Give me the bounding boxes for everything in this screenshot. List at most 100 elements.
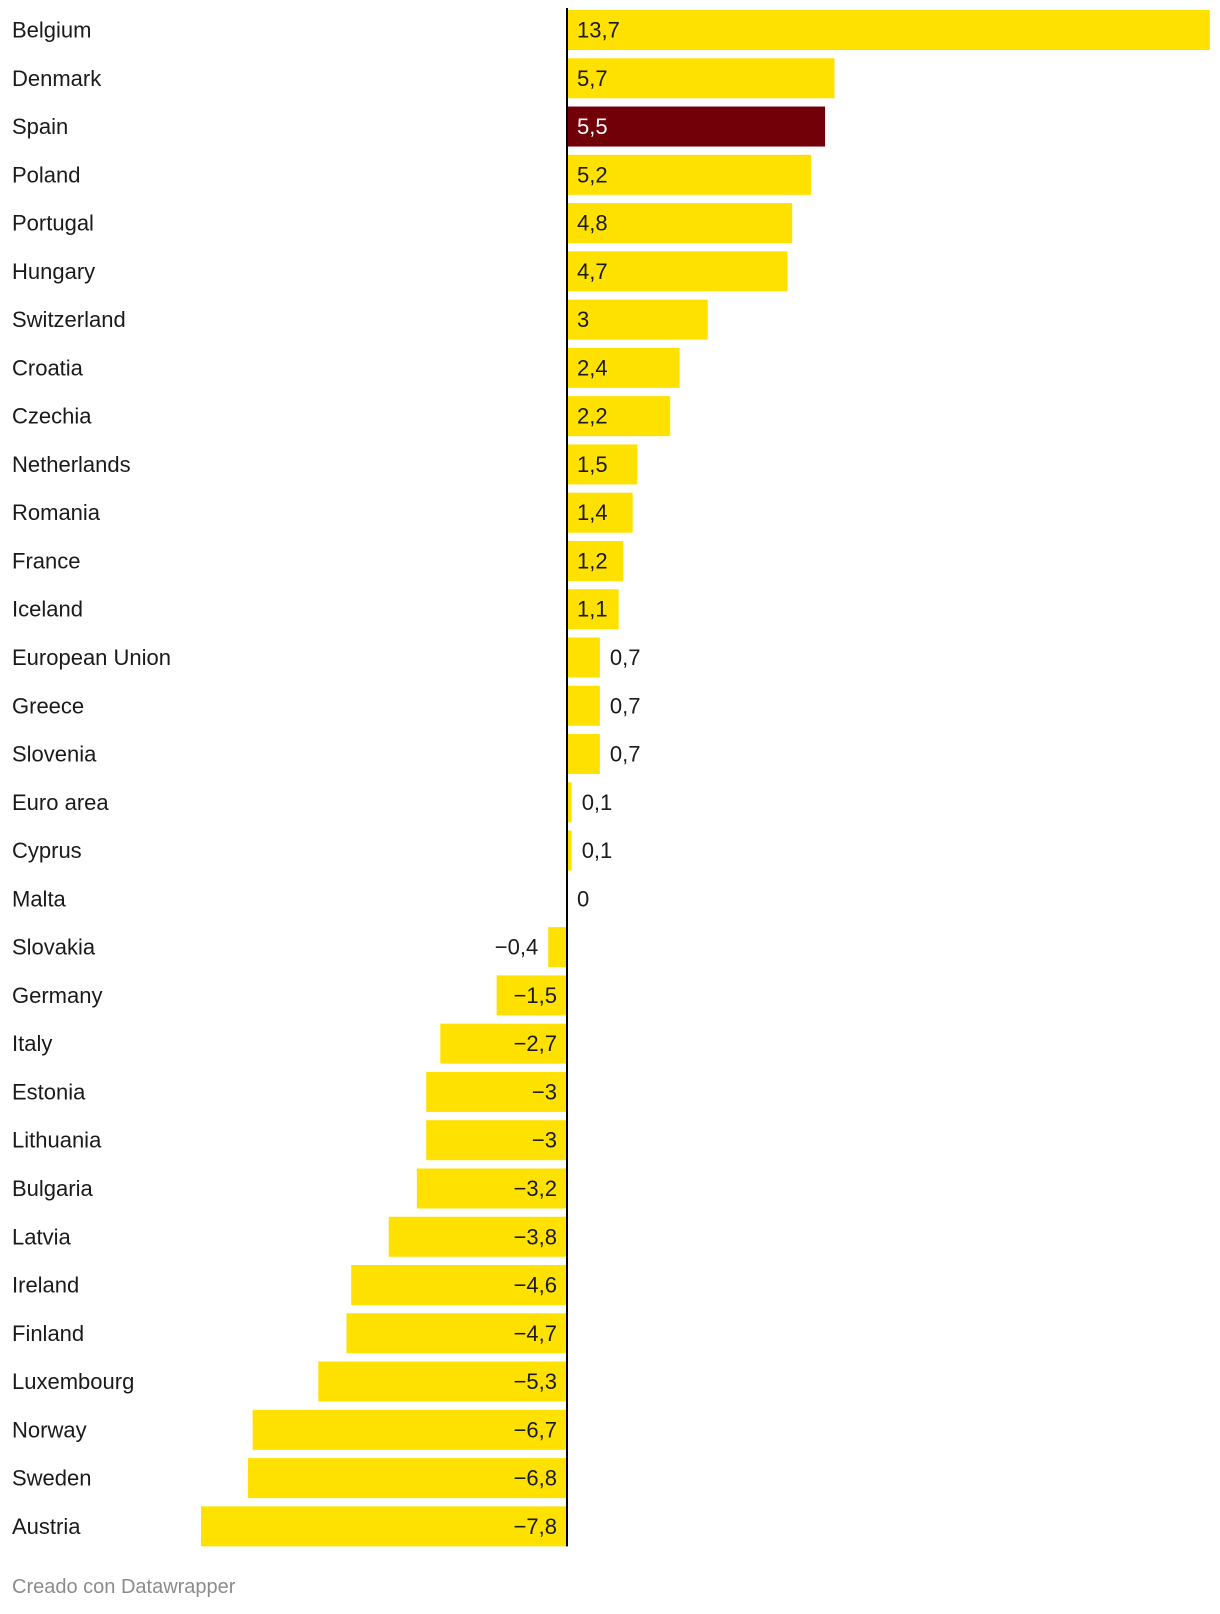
- value-label-denmark: 5,7: [577, 66, 608, 91]
- value-label-luxembourg: −5,3: [514, 1369, 557, 1394]
- bar-netherlands: [567, 444, 638, 485]
- category-label-norway: Norway: [12, 1417, 87, 1442]
- category-label-estonia: Estonia: [12, 1079, 86, 1104]
- bar-austria: [201, 1506, 567, 1547]
- bar-hungary: [567, 251, 788, 292]
- bar-czechia: [567, 396, 671, 437]
- value-label-greece: 0,7: [610, 693, 641, 718]
- bar-greece: [567, 685, 600, 726]
- category-label-croatia: Croatia: [12, 355, 84, 380]
- category-label-portugal: Portugal: [12, 211, 94, 236]
- value-label-european-union: 0,7: [610, 645, 641, 670]
- category-label-spain: Spain: [12, 114, 68, 139]
- bar-spain: [567, 106, 826, 147]
- value-label-hungary: 4,7: [577, 259, 608, 284]
- bar-italy: [440, 1023, 567, 1064]
- bar-luxembourg: [318, 1361, 567, 1402]
- category-label-iceland: Iceland: [12, 597, 83, 622]
- value-label-iceland: 1,1: [577, 597, 608, 622]
- bar-iceland: [567, 589, 619, 630]
- value-label-estonia: −3: [532, 1079, 557, 1104]
- category-label-lithuania: Lithuania: [12, 1128, 102, 1153]
- category-label-romania: Romania: [12, 500, 101, 525]
- value-label-croatia: 2,4: [577, 355, 608, 380]
- value-label-romania: 1,4: [577, 500, 608, 525]
- value-label-lithuania: −3: [532, 1128, 557, 1153]
- category-label-ireland: Ireland: [12, 1273, 79, 1298]
- category-labels-group: Belgium Denmark Spain Poland Portugal Hungary…: [12, 18, 171, 1539]
- category-label-slovakia: Slovakia: [12, 935, 96, 960]
- bar-sweden: [247, 1458, 568, 1499]
- value-label-italy: −2,7: [514, 1031, 557, 1056]
- bar-bulgaria: [416, 1168, 567, 1209]
- value-label-latvia: −3,8: [514, 1224, 557, 1249]
- value-label-germany: −1,5: [514, 983, 557, 1008]
- value-label-ireland: −4,6: [514, 1273, 557, 1298]
- category-label-netherlands: Netherlands: [12, 452, 131, 477]
- value-label-bulgaria: −3,2: [514, 1176, 557, 1201]
- bar-belgium: [567, 10, 1210, 50]
- value-label-finland: −4,7: [514, 1321, 557, 1346]
- bar-portugal: [567, 203, 793, 244]
- bar-romania: [567, 492, 633, 533]
- category-label-belgium: Belgium: [12, 18, 91, 43]
- bar-cyprus: [567, 830, 572, 871]
- category-label-slovenia: Slovenia: [12, 742, 97, 767]
- category-label-bulgaria: Bulgaria: [12, 1176, 93, 1201]
- bar-slovakia: [548, 927, 567, 968]
- bar-european-union: [567, 637, 600, 678]
- value-label-euro-area: 0,1: [582, 790, 613, 815]
- bar-france: [567, 540, 624, 581]
- bar-denmark: [567, 58, 835, 99]
- bar-germany: [496, 975, 567, 1016]
- bar-switzerland: [567, 299, 708, 340]
- category-label-germany: Germany: [12, 983, 102, 1008]
- category-label-sweden: Sweden: [12, 1466, 92, 1491]
- bars-group: [201, 10, 1210, 1547]
- bar-chart: Belgium Denmark Spain Poland Portugal Hungary…: [12, 8, 1210, 1547]
- category-label-cyprus: Cyprus: [12, 838, 82, 863]
- bar-poland: [567, 154, 811, 195]
- value-label-spain: 5,5: [577, 114, 608, 139]
- category-label-finland: Finland: [12, 1321, 84, 1346]
- category-label-switzerland: Switzerland: [12, 307, 126, 332]
- footer-credit: Creado con Datawrapper: [12, 1576, 236, 1598]
- value-label-portugal: 4,8: [577, 211, 608, 236]
- category-label-malta: Malta: [12, 886, 67, 911]
- value-label-switzerland: 3: [577, 307, 589, 332]
- bar-euro-area: [567, 782, 572, 823]
- category-label-luxembourg: Luxembourg: [12, 1369, 134, 1394]
- category-label-greece: Greece: [12, 693, 84, 718]
- value-label-slovenia: 0,7: [610, 742, 641, 767]
- bar-ireland: [351, 1265, 567, 1306]
- value-label-france: 1,2: [577, 548, 608, 573]
- value-label-malta: 0: [577, 886, 589, 911]
- bar-latvia: [388, 1216, 567, 1257]
- value-label-cyprus: 0,1: [582, 838, 613, 863]
- value-label-czechia: 2,2: [577, 404, 608, 429]
- category-label-euro-area: Euro area: [12, 790, 109, 815]
- category-label-european-union: European Union: [12, 645, 171, 670]
- category-label-denmark: Denmark: [12, 66, 102, 91]
- value-label-netherlands: 1,5: [577, 452, 608, 477]
- value-label-poland: 5,2: [577, 162, 608, 187]
- category-label-austria: Austria: [12, 1514, 81, 1539]
- value-label-sweden: −6,8: [514, 1466, 557, 1491]
- category-label-latvia: Latvia: [12, 1224, 71, 1249]
- bar-norway: [252, 1409, 567, 1450]
- value-labels-group: 13,75,75,55,24,84,732,42,21,51,41,21,10,…: [495, 18, 641, 1539]
- bar-slovenia: [567, 734, 600, 775]
- category-label-poland: Poland: [12, 162, 81, 187]
- value-label-belgium: 13,7: [577, 18, 620, 43]
- category-label-italy: Italy: [12, 1031, 52, 1056]
- value-label-austria: −7,8: [514, 1514, 557, 1539]
- category-label-hungary: Hungary: [12, 259, 95, 284]
- bar-finland: [346, 1313, 567, 1354]
- value-label-slovakia: −0,4: [495, 935, 538, 960]
- bar-croatia: [567, 347, 680, 388]
- category-label-czechia: Czechia: [12, 404, 92, 429]
- category-label-france: France: [12, 548, 80, 573]
- value-label-norway: −6,7: [514, 1417, 557, 1442]
- bar-estonia: [426, 1071, 567, 1112]
- bar-lithuania: [426, 1120, 567, 1161]
